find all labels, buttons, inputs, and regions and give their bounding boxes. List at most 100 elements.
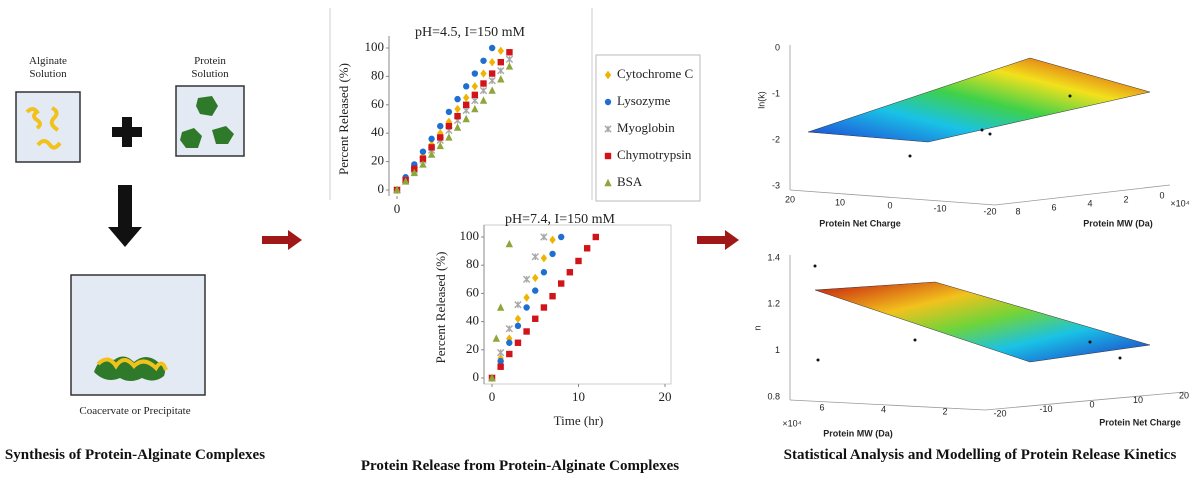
- mw-tick-label: 0: [1159, 190, 1164, 200]
- charge-tick-label: 20: [785, 194, 795, 204]
- z-tick-label: 0.8: [767, 391, 780, 401]
- mw-tick-label: 4: [1087, 198, 1092, 208]
- data-point: [480, 80, 487, 87]
- data-point: [514, 300, 522, 309]
- surface-plot: [814, 281, 1151, 363]
- mw-tick-label: 6: [819, 402, 824, 412]
- data-point: [522, 275, 531, 283]
- data-point: [523, 328, 530, 335]
- x-tick-label: 10: [572, 389, 585, 404]
- chart-title: pH=7.4, I=150 mM: [505, 212, 615, 227]
- data-point: [437, 122, 444, 130]
- data-point: [540, 233, 548, 241]
- data-point: [463, 101, 470, 108]
- y-tick-label: 20: [371, 153, 384, 168]
- panel-caption: Statistical Analysis and Modelling of Pr…: [783, 447, 1177, 463]
- legend-entry: BSA: [617, 174, 643, 189]
- data-point: [532, 287, 539, 294]
- data-point: [453, 123, 462, 131]
- observation-points: [813, 94, 1122, 362]
- protein-beaker: [175, 85, 245, 157]
- x-tick-label: 20: [659, 389, 672, 404]
- data-point: [497, 75, 505, 83]
- data-point: [393, 185, 401, 194]
- charge-tick-label: 0: [1089, 399, 1094, 409]
- data-point: [471, 104, 479, 113]
- product-label: Coacervate or Precipitate: [79, 405, 191, 417]
- mw-exponent: ×10⁴: [1170, 198, 1189, 208]
- legend-entry: Cytochrome C: [617, 66, 693, 81]
- data-point: [492, 334, 501, 342]
- data-point: [479, 96, 488, 104]
- data-point: [583, 245, 591, 252]
- z-tick-label: -1: [772, 88, 780, 98]
- legend-entry: Myoglobin: [617, 120, 675, 135]
- data-point: [558, 280, 565, 287]
- y-tick-label: 60: [371, 96, 384, 111]
- charge-axis-label: Protein Net Charge: [1099, 417, 1181, 427]
- data-point: [506, 49, 513, 56]
- data-point: [401, 177, 410, 185]
- data-point: [532, 315, 539, 322]
- panel-caption: Protein Release from Protein-Alginate Co…: [360, 458, 680, 474]
- data-point: [549, 235, 556, 245]
- data-point: [514, 339, 522, 346]
- z-axis-label: n: [752, 325, 762, 330]
- data-point: [531, 253, 539, 261]
- data-point: [497, 357, 504, 365]
- data-point: [575, 257, 582, 265]
- data-point: [427, 150, 436, 158]
- data-point: [454, 104, 461, 114]
- data-point: [480, 69, 487, 78]
- mw-exponent: ×10⁴: [782, 418, 801, 428]
- data-point: [454, 95, 461, 103]
- legend-box: [595, 54, 701, 202]
- data-point: [471, 70, 479, 77]
- data-point: [445, 133, 453, 141]
- legend-entry: Chymotrypsin: [617, 147, 692, 162]
- mw-tick-label: 2: [1123, 194, 1128, 204]
- mw-axis-label: Protein MW (Da): [1083, 218, 1153, 228]
- surface-plot: [807, 57, 1151, 143]
- charge-tick-label: -20: [993, 408, 1006, 418]
- data-point: [505, 62, 514, 70]
- legend-entry: Lysozyme: [617, 93, 671, 108]
- data-point: [419, 155, 427, 162]
- y-tick-label: 0: [473, 369, 480, 384]
- legend-marker: [604, 178, 612, 187]
- alginate-label: Alginate Solution: [29, 55, 67, 80]
- data-point: [488, 44, 496, 52]
- y-tick-label: 80: [371, 67, 384, 82]
- y-tick-label: 60: [466, 284, 479, 299]
- x-axis-label: Time (hr): [554, 413, 604, 428]
- z-tick-label: -3: [772, 180, 780, 190]
- plot-frame: [483, 224, 672, 385]
- x-tick-label: 0: [394, 201, 401, 216]
- mw-tick-label: 2: [942, 406, 947, 416]
- data-point: [437, 134, 444, 141]
- data-point: [540, 269, 548, 276]
- down-arrow: [108, 185, 142, 247]
- data-point: [497, 363, 504, 370]
- data-point: [471, 96, 479, 105]
- y-tick-label: 20: [466, 341, 479, 356]
- data-point: [462, 114, 470, 123]
- data-point: [549, 250, 556, 258]
- mw-axis-label: Protein MW (Da): [823, 428, 893, 438]
- data-point: [480, 57, 487, 64]
- y-tick-label: 80: [466, 256, 479, 271]
- mw-tick-label: 6: [1051, 202, 1056, 212]
- data-point: [419, 160, 427, 168]
- charge-tick-label: 10: [1133, 395, 1143, 405]
- data-point: [505, 55, 514, 64]
- y-tick-label: 100: [460, 228, 480, 243]
- data-point: [419, 148, 427, 155]
- data-point: [410, 168, 418, 177]
- panel-caption: Synthesis of Protein-Alginate Complexes: [4, 447, 266, 463]
- charge-tick-label: 20: [1179, 390, 1189, 400]
- data-point: [436, 141, 444, 150]
- data-point: [514, 314, 522, 323]
- data-point: [532, 273, 539, 283]
